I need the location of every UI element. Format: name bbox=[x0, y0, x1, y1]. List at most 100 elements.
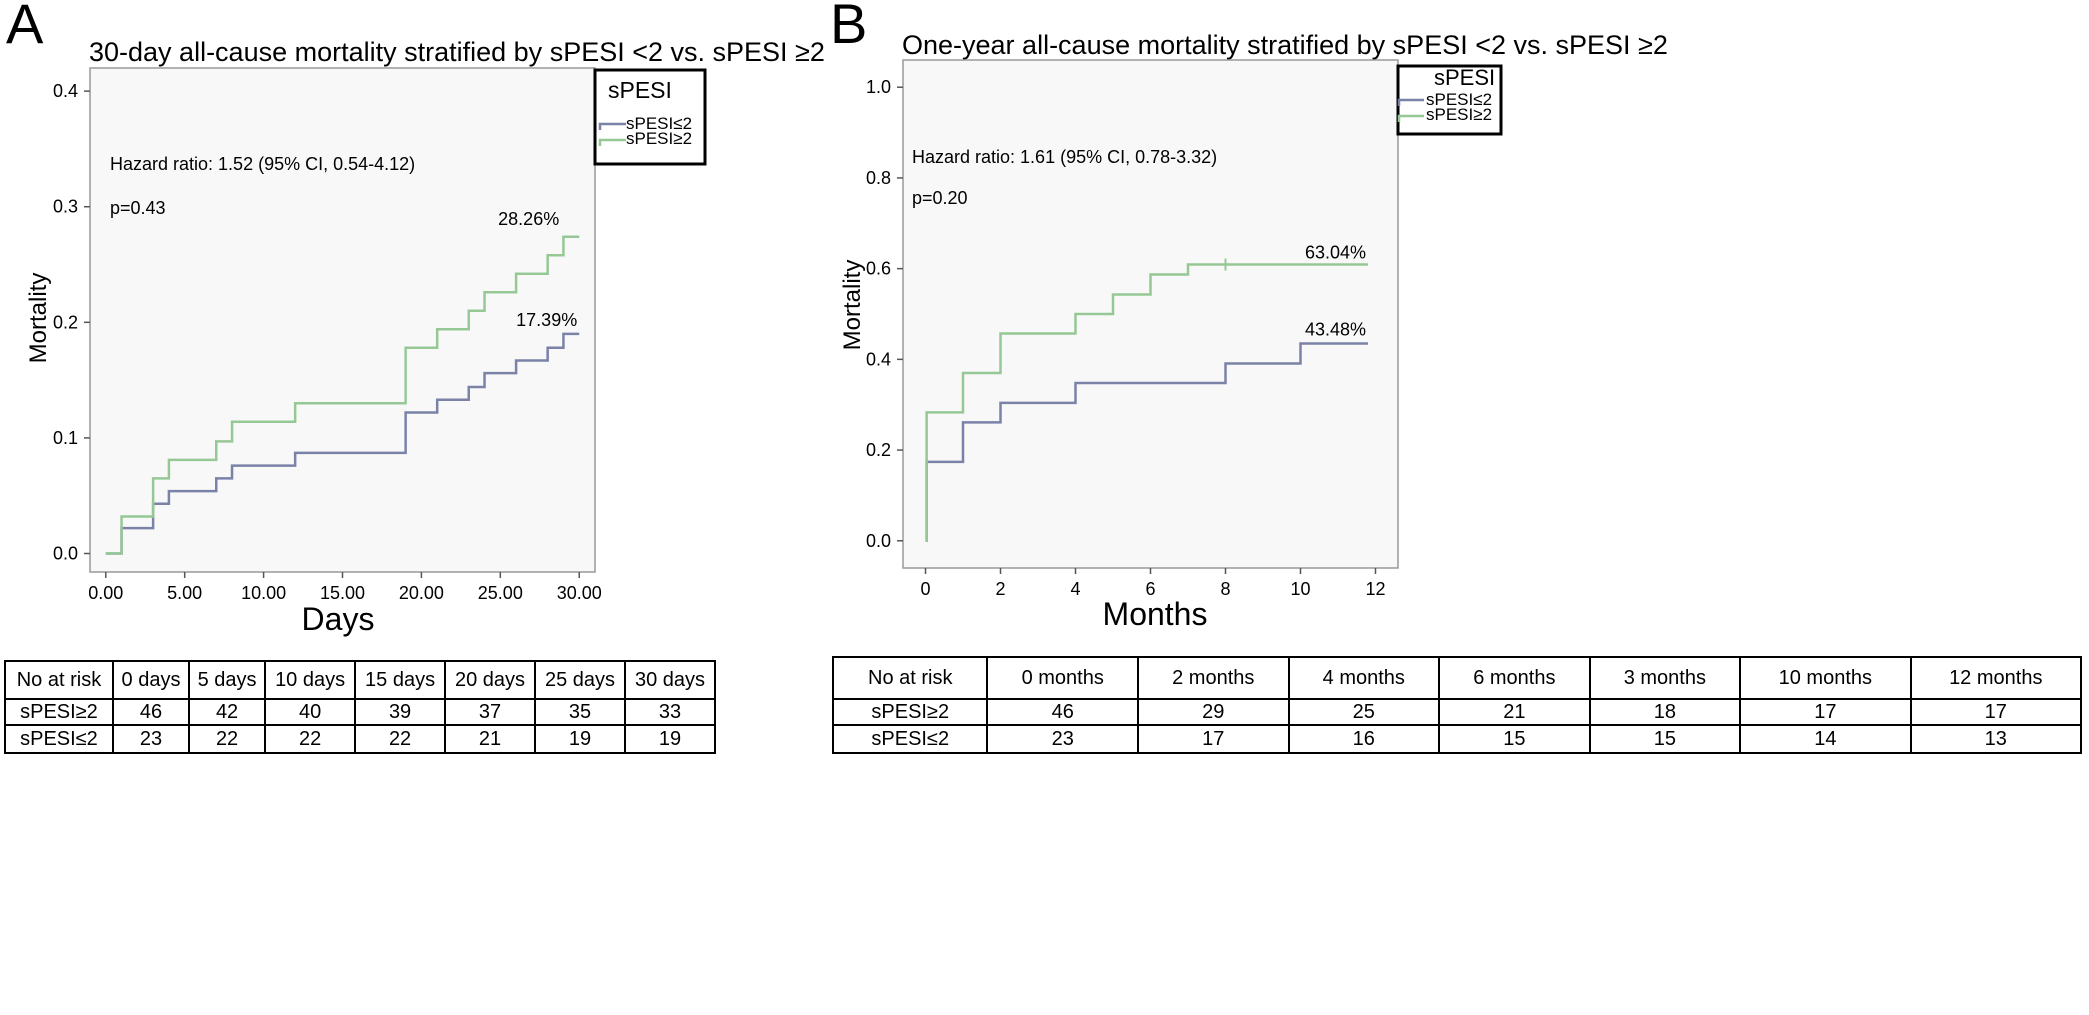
y-tick-label: 0.6 bbox=[866, 259, 891, 279]
table-cell: 39 bbox=[354, 698, 447, 726]
table-cell: 0 months bbox=[986, 656, 1139, 700]
table-cell: 23 bbox=[986, 724, 1139, 754]
x-tick-label: 0 bbox=[920, 579, 930, 599]
series-end-label: 43.48% bbox=[1305, 319, 1366, 339]
table-cell: 12 months bbox=[1909, 656, 2083, 700]
risk-table-a-header-row: No at risk 0 days 5 days 10 days 15 days… bbox=[4, 660, 717, 700]
table-cell: 37 bbox=[444, 698, 537, 726]
table-cell: 4 months bbox=[1287, 656, 1441, 700]
chart-b-x-label: Months bbox=[1103, 596, 1208, 632]
x-tick-label: 20.00 bbox=[399, 583, 444, 603]
chart-b-p-text: p=0.20 bbox=[912, 188, 968, 208]
chart-a-hazard-text: Hazard ratio: 1.52 (95% CI, 0.54-4.12) bbox=[110, 154, 415, 174]
table-cell: 42 bbox=[188, 698, 267, 726]
x-tick-label: 2 bbox=[995, 579, 1005, 599]
table-cell: sPESI≥2 bbox=[4, 698, 114, 726]
table-cell: sPESI≥2 bbox=[831, 698, 989, 726]
chart-a-legend-title: sPESI bbox=[608, 77, 672, 103]
chart-b-legend-label-high: sPESI≥2 bbox=[1426, 105, 1492, 124]
table-cell: 15 bbox=[1438, 724, 1591, 754]
table-cell: 20 days bbox=[444, 660, 537, 700]
x-tick-label: 15.00 bbox=[320, 583, 365, 603]
series-line-high bbox=[925, 263, 1368, 543]
y-tick-label: 0.0 bbox=[866, 531, 891, 551]
chart-b-legend-title: sPESI bbox=[1434, 65, 1495, 90]
table-cell: 29 bbox=[1137, 698, 1290, 726]
risk-table-b: No at risk 0 months 2 months 4 months 6 … bbox=[831, 656, 2083, 754]
table-cell: 46 bbox=[111, 698, 191, 726]
table-cell: 25 days bbox=[534, 660, 626, 700]
table-cell: 14 bbox=[1739, 724, 1912, 754]
chart-a-y-label: Mortality bbox=[25, 273, 52, 364]
table-cell: 23 bbox=[111, 724, 191, 754]
risk-table-a: No at risk 0 days 5 days 10 days 15 days… bbox=[4, 660, 717, 754]
chart-b-legend-swatch-high bbox=[1397, 114, 1424, 122]
x-tick-label: 5.00 bbox=[167, 583, 202, 603]
y-tick-label: 0.8 bbox=[866, 168, 891, 188]
risk-table-b-header-row: No at risk 0 months 2 months 4 months 6 … bbox=[831, 656, 2083, 700]
x-tick-label: 25.00 bbox=[478, 583, 523, 603]
x-tick-label: 12 bbox=[1365, 579, 1385, 599]
table-cell: 33 bbox=[623, 698, 717, 726]
chart-b-legend-swatch-low bbox=[1397, 98, 1424, 106]
table-cell: 16 bbox=[1287, 724, 1441, 754]
table-cell: 5 days bbox=[188, 660, 267, 700]
chart-a-legend-swatch-high bbox=[598, 138, 626, 146]
y-tick-label: 0.4 bbox=[53, 81, 78, 101]
table-row: sPESI≤2 23 22 22 22 21 19 19 bbox=[4, 724, 717, 754]
table-cell: 0 days bbox=[111, 660, 191, 700]
table-cell: 22 bbox=[188, 724, 267, 754]
chart-b-hazard-text: Hazard ratio: 1.61 (95% CI, 0.78-3.32) bbox=[912, 147, 1217, 167]
chart-b-y-label: Mortality bbox=[839, 260, 866, 351]
y-tick-label: 0.1 bbox=[53, 428, 78, 448]
x-tick-label: 8 bbox=[1220, 579, 1230, 599]
y-tick-label: 0.0 bbox=[53, 544, 78, 564]
table-cell: sPESI≤2 bbox=[4, 724, 114, 754]
x-tick-label: 10.00 bbox=[241, 583, 286, 603]
x-tick-label: 10 bbox=[1290, 579, 1310, 599]
chart-a-title: 30-day all-cause mortality stratified by… bbox=[89, 37, 825, 67]
chart-a-legend-box bbox=[593, 68, 707, 166]
table-cell: sPESI≤2 bbox=[831, 724, 989, 754]
chart-a-plot-area bbox=[89, 67, 596, 573]
series-line-high bbox=[105, 235, 580, 555]
y-tick-label: 0.2 bbox=[53, 312, 78, 332]
chart-a-legend-label-high: sPESI≥2 bbox=[626, 129, 692, 148]
chart-a-legend-label-low: sPESI≤2 bbox=[626, 114, 692, 133]
table-cell: 3 months bbox=[1588, 656, 1742, 700]
table-cell: 22 bbox=[354, 724, 447, 754]
table-row: sPESI≥2 46 29 25 21 18 17 17 bbox=[831, 698, 2083, 726]
table-cell: 10 days bbox=[264, 660, 357, 700]
table-cell: 40 bbox=[264, 698, 357, 726]
y-tick-label: 0.4 bbox=[866, 349, 891, 369]
table-cell: 10 months bbox=[1739, 656, 1912, 700]
table-cell: 6 months bbox=[1438, 656, 1591, 700]
table-cell: 21 bbox=[1438, 698, 1591, 726]
y-tick-label: 0.3 bbox=[53, 197, 78, 217]
series-line-low bbox=[925, 342, 1368, 543]
x-tick-label: 30.00 bbox=[557, 583, 602, 603]
table-cell: No at risk bbox=[4, 660, 114, 700]
table-cell: 15 bbox=[1588, 724, 1742, 754]
table-cell: 19 bbox=[623, 724, 717, 754]
series-end-label: 28.26% bbox=[498, 209, 559, 229]
chart-a-marks: 0.00 5.00 10.00 15.00 20.00 25.00 30.00 0.0 0.1 0… bbox=[53, 81, 602, 603]
chart-b-legend-label-low: sPESI≤2 bbox=[1426, 90, 1492, 109]
panel-a-letter: A bbox=[6, 0, 44, 55]
table-cell: 18 bbox=[1588, 698, 1742, 726]
table-cell: 21 bbox=[444, 724, 537, 754]
table-cell: 13 bbox=[1909, 724, 2083, 754]
chart-b-title: One-year all-cause mortality stratified … bbox=[902, 30, 1668, 60]
y-tick-label: 0.2 bbox=[866, 440, 891, 460]
chart-a-p-text: p=0.43 bbox=[110, 198, 166, 218]
chart-b-marks: 0 2 4 6 8 10 12 0.0 0.2 0.4 0.6 0.8 1.0 43.48% 63.04% bbox=[866, 77, 1386, 599]
table-cell: 17 bbox=[1137, 724, 1290, 754]
table-cell: 17 bbox=[1909, 698, 2083, 726]
series-end-label: 17.39% bbox=[516, 310, 577, 330]
chart-b-plot-area bbox=[902, 59, 1399, 569]
x-tick-label: 6 bbox=[1145, 579, 1155, 599]
chart-a-legend-swatch-low bbox=[598, 122, 626, 130]
table-cell: 22 bbox=[264, 724, 357, 754]
series-line-low bbox=[105, 332, 580, 555]
